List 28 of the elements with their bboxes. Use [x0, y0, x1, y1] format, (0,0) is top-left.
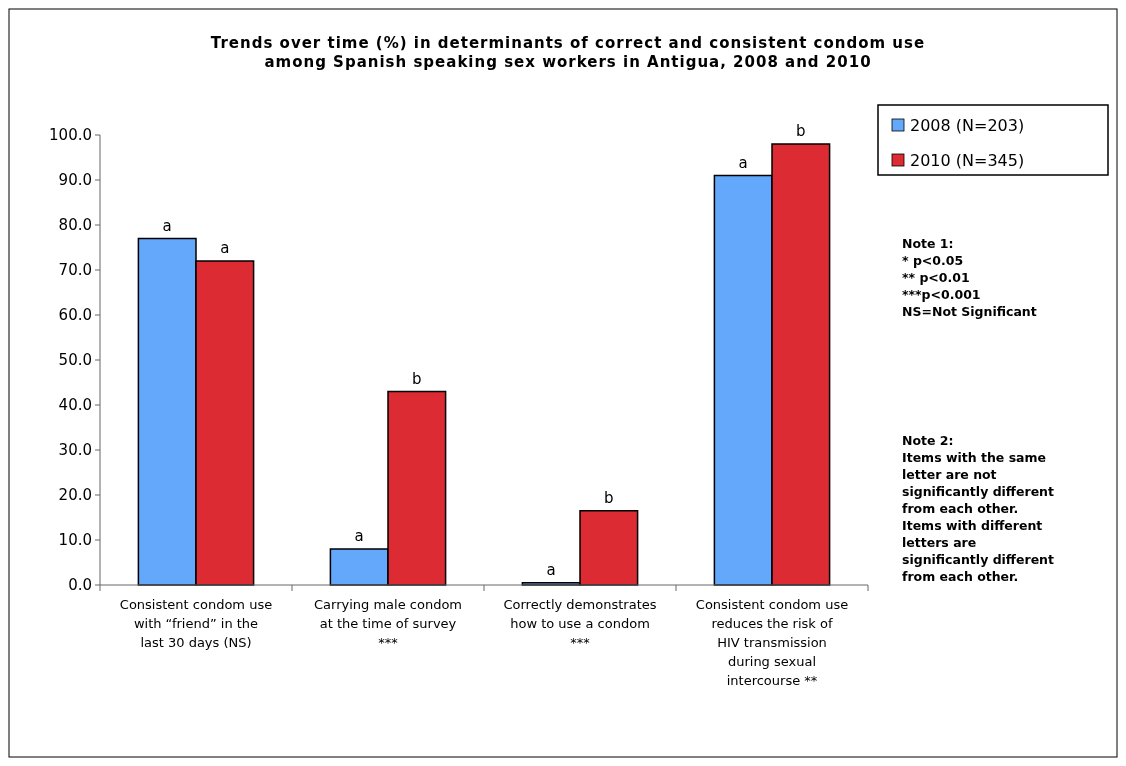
y-tick-label: 70.0	[58, 261, 92, 280]
annotation: a	[162, 216, 172, 235]
annotation: a	[738, 153, 748, 172]
x-tick-label: Consistent condom use with “friend” in the last 30 days (NS)	[119, 597, 273, 650]
y-tick-label: 10.0	[58, 531, 92, 550]
annotation: b	[604, 488, 614, 507]
y-tick-label: 100.0	[49, 126, 92, 145]
y-tick-label: 50.0	[58, 351, 92, 370]
annotation: a	[220, 239, 230, 257]
text: Note 2: Items with the same letter are not significantly different from each other. Items with different letters are significantly different from each other.	[902, 433, 1054, 584]
annotation: b	[796, 122, 806, 140]
y-tick-label: 80.0	[58, 216, 92, 235]
text: Note 1: * p<0.05 ** p<0.01 ***p<0.001 NS=Not Significant	[902, 236, 1037, 319]
annotation: b	[412, 369, 422, 388]
y-tick-label: 30.0	[58, 441, 92, 460]
annotation: a	[546, 560, 556, 579]
x-tick-label: Carrying male condom at the time of survey ***	[313, 597, 463, 650]
chart-title: Trends over time (%) in determinants of correct and consistent condom use among Spanish speaking sex workers in Antigua, 2008 and 2010	[210, 34, 926, 71]
legend-label: 2010 (N=345)	[910, 150, 1025, 170]
annotation: a	[354, 527, 364, 545]
x-tick-label: Consistent condom use reduces the risk of HIV transmission during sexual intercourse **	[695, 597, 849, 688]
y-tick-label: 20.0	[58, 486, 92, 505]
legend-label: 2008 (N=203)	[910, 115, 1025, 135]
y-tick-label: 0.0	[68, 576, 92, 595]
x-tick-label: Correctly demonstrates how to use a condom ***	[503, 597, 657, 650]
y-tick-label: 40.0	[58, 396, 92, 415]
y-tick-label: 90.0	[58, 171, 92, 190]
y-tick-label: 60.0	[58, 306, 92, 325]
